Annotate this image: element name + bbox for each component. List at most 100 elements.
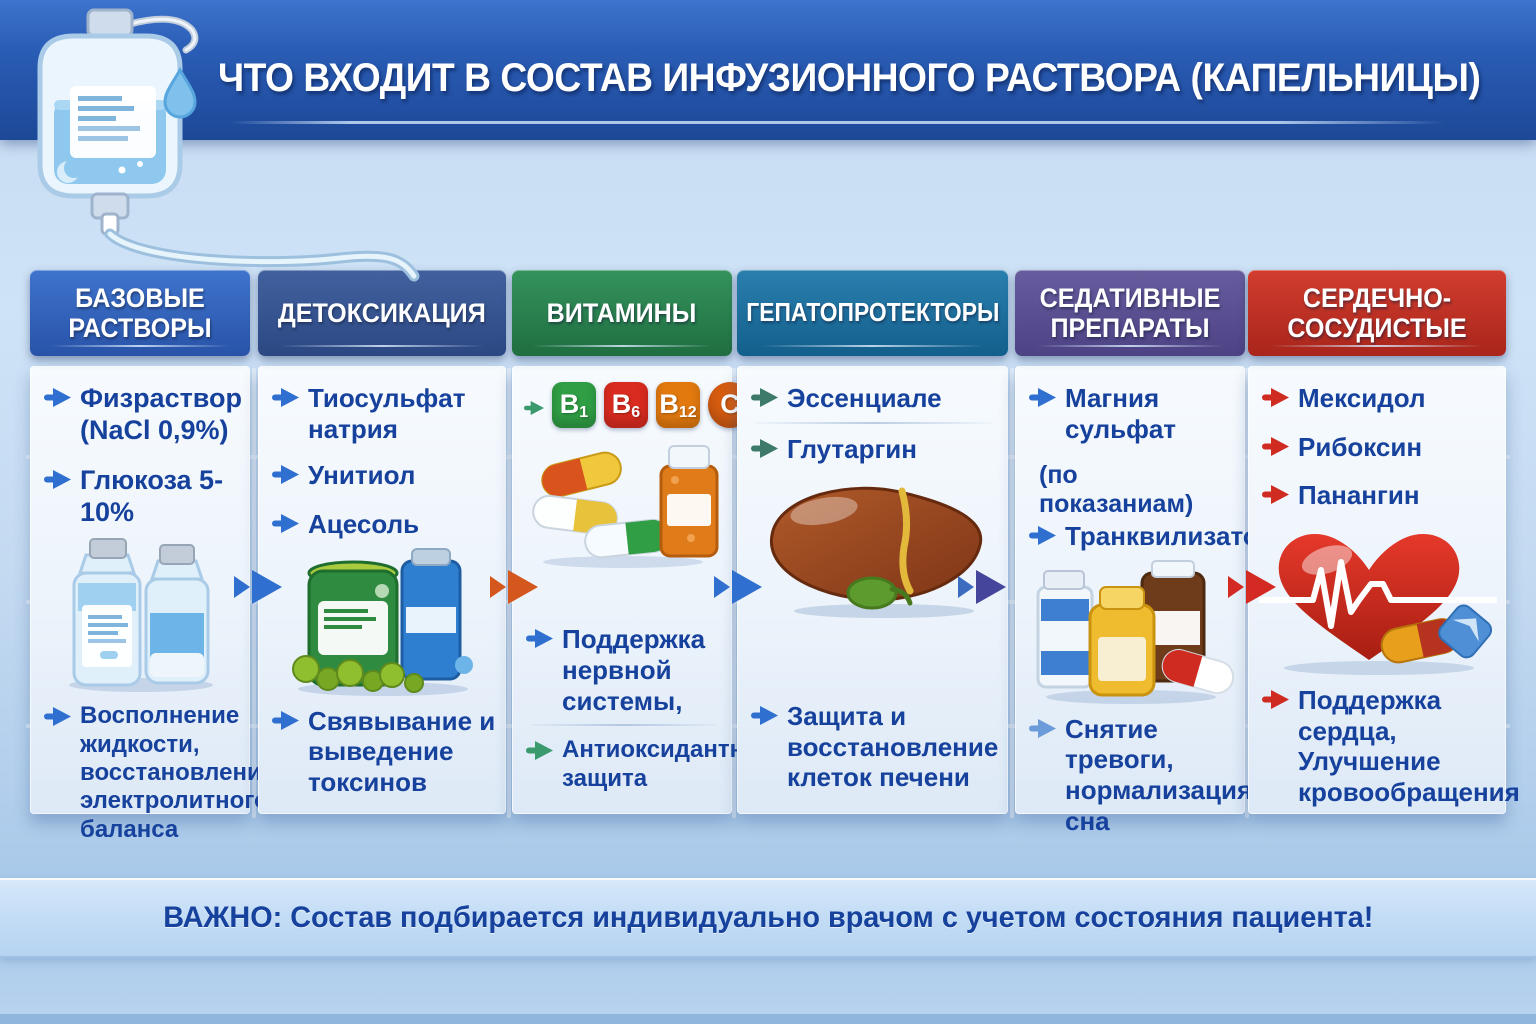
arrow-icon — [751, 388, 778, 407]
list-item: Мексидол — [1258, 374, 1498, 421]
arrow-icon — [1029, 388, 1056, 407]
sedative-bottles-icon — [1036, 559, 1235, 704]
vitamin-badge: B 12 — [656, 382, 700, 428]
liver-icon — [769, 487, 982, 619]
column-base-solutions: БАЗОВЫЕ РАСТВОРЫ Физраствор (NaCl 0,9%) … — [30, 270, 275, 843]
list-item-label: Панангин — [1298, 480, 1420, 511]
benefit-item: Поддержка нервной системы, — [522, 615, 724, 723]
column-detox: ДЕТОКСИКАЦИЯ Тиосульфат натрия Унитиол А… — [258, 270, 506, 814]
benefits-group: Защита и восстановление клеток печени — [747, 692, 1000, 800]
column-header-label: ДЕТОКСИКАЦИЯ — [278, 297, 486, 328]
benefit-label: Поддержка сердца, Улучшение кровообращен… — [1298, 685, 1520, 808]
list-item-label: Рибоксин — [1298, 431, 1423, 462]
column-header: ВИТАМИНЫ — [512, 270, 732, 356]
benefit-label: Поддержка нервной системы, — [562, 624, 706, 716]
vitamin-letter: C — [720, 389, 740, 419]
arrow-icon — [1262, 388, 1289, 407]
list-item: Эссенциале — [747, 374, 1000, 421]
list-item-label: Ацесоль — [308, 509, 420, 540]
vitamin-letter: B — [659, 389, 679, 419]
benefits-group: Восполнение жидкости, восстановление эле… — [40, 693, 275, 851]
page-title: ЧТО ВХОДИТ В СОСТАВ ИНФУЗИОННОГО РАСТВОР… — [218, 56, 1481, 100]
benefits-group: Снятие тревоги, нормализация сна — [1025, 705, 1252, 844]
arrow-icon — [44, 388, 71, 407]
list-item-label: Мексидол — [1298, 383, 1426, 413]
list-item-label: Глюкоза 5-10% — [80, 464, 224, 527]
arrow-icon — [1262, 485, 1289, 505]
arrow-icon — [751, 705, 778, 725]
column-card: Мексидол Рибоксин Панангин — [1248, 366, 1520, 815]
column-sedatives: СЕДАТИВНЫЕ ПРЕПАРАТЫ Магния сульфат (по … — [1015, 270, 1297, 836]
column-header: ГЕПАТОПРОТЕКТОРЫ — [737, 270, 1008, 356]
list-item: Глюкоза 5-10% — [40, 456, 242, 536]
flow-arrow-orange — [488, 566, 548, 613]
arrow-icon — [1262, 690, 1289, 710]
benefit-item: Антиоксидантная защита — [522, 727, 771, 800]
list-item: Физраствор (NaCl 0,9%) — [40, 374, 242, 454]
arrow-icon — [272, 388, 299, 407]
title-underline — [230, 121, 1445, 124]
arrow-icon — [44, 707, 71, 727]
arrow-icon — [526, 629, 553, 649]
note-label: (по показаниам) — [1039, 461, 1194, 519]
benefit-label: Свявывание и выведение токсинов — [308, 705, 496, 798]
column-header-label: ГЕПАТОПРОТЕКТОРЫ — [745, 297, 1000, 328]
column-header-label: СЕРДЕЧНО-СОСУДИСТЫЕ — [1287, 282, 1467, 343]
arrow-icon — [44, 469, 71, 489]
flow-arrow-purple — [956, 566, 1016, 613]
list-item: Ацесоль — [268, 500, 498, 547]
list-item: Глутаргин — [747, 425, 1000, 472]
arrow-icon — [1029, 525, 1056, 545]
benefit-item: Свявывание и выведение токсинов — [268, 697, 498, 805]
flow-arrow-red — [1226, 566, 1286, 613]
arrow-icon — [272, 465, 299, 485]
iv-bag-icon — [37, 8, 420, 282]
column-card: Магния сульфат (по показаниам) Транквили… — [1015, 366, 1297, 836]
bottom-edge-strip — [0, 1014, 1536, 1024]
list-item-label: Унитиол — [308, 460, 416, 491]
vitamin-subscript: 6 — [631, 404, 641, 421]
vitamin-letter: B — [611, 389, 632, 419]
benefit-label: Защита и восстановление клеток печени — [787, 700, 999, 793]
detox-bottles-icon — [292, 547, 473, 696]
benefit-label: Антиоксидантная защита — [562, 736, 772, 792]
column-header-label: ВИТАМИНЫ — [547, 297, 697, 328]
benefit-label: Восполнение жидкости, восстановление эле… — [80, 702, 276, 843]
benefit-item: Поддержка сердца, Улучшение кровообращен… — [1258, 676, 1520, 815]
list-item: Панангин — [1258, 471, 1498, 518]
flow-arrow-blue — [232, 566, 292, 613]
column-header: СЕРДЕЧНО-СОСУДИСТЫЕ — [1248, 270, 1506, 356]
column-card: Физраствор (NaCl 0,9%) Глюкоза 5-10% — [30, 366, 275, 843]
arrow-icon — [751, 438, 778, 458]
list-item-label: Глутаргин — [787, 433, 917, 464]
column-hepatoprotectors: ГЕПАТОПРОТЕКТОРЫ Эссенциале Глутаргин — [737, 270, 1008, 814]
iv-drip-bag-illustration — [30, 4, 450, 289]
divider — [530, 724, 716, 727]
divider — [755, 421, 992, 424]
arrow-icon — [1262, 436, 1289, 456]
vitamin-letter: B — [559, 389, 580, 419]
column-header: ДЕТОКСИКАЦИЯ — [258, 270, 506, 356]
flow-arrow-blue — [712, 566, 772, 613]
benefit-label: Снятие тревоги, нормализация сна — [1065, 713, 1253, 836]
benefits-group: Поддержка сердца, Улучшение кровообращен… — [1258, 676, 1520, 815]
benefit-item: Защита и восстановление клеток печени — [747, 692, 1000, 800]
list-item: Рибоксин — [1258, 423, 1498, 470]
column-header: БАЗОВЫЕ РАСТВОРЫ — [30, 270, 250, 356]
arrow-icon — [272, 514, 299, 534]
benefit-item: Снятие тревоги, нормализация сна — [1025, 705, 1252, 844]
two-vials-icon — [69, 538, 213, 693]
arrow-icon — [272, 710, 299, 730]
capsules-bottle-icon — [532, 445, 719, 568]
benefits-group: Поддержка нервной системы, Антиоксидантн… — [522, 615, 771, 800]
list-item: Магния сульфат — [1025, 374, 1237, 451]
list-item: Унитиол — [268, 451, 498, 498]
list-item: Тиосульфат натрия — [268, 374, 498, 451]
column-cardiovascular: СЕРДЕЧНО-СОСУДИСТЫЕ Мексидол Рибоксин Па… — [1248, 270, 1520, 815]
footer-text: ВАЖНО: Состав подбирается индивидуально … — [162, 901, 1374, 934]
arrow-icon — [524, 400, 544, 415]
